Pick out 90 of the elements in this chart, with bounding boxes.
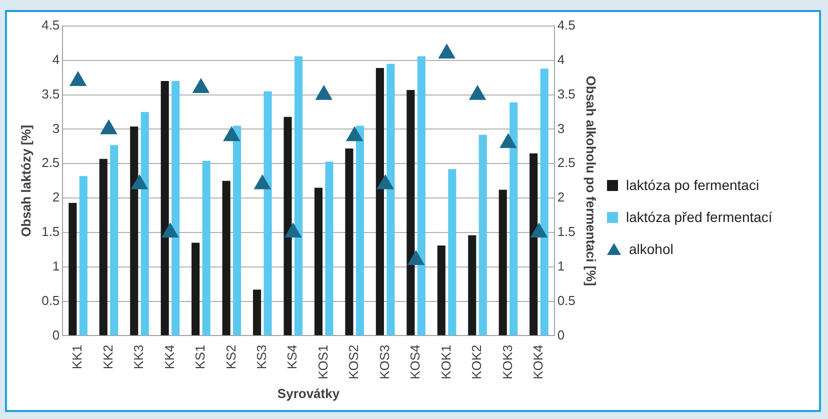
x-tick-label: KK2 <box>100 344 116 370</box>
point <box>162 222 179 238</box>
bar <box>376 68 384 336</box>
y-tick-label: 3 <box>52 120 60 136</box>
y2-tick-label: 4.5 <box>557 18 576 33</box>
y2-tick-label: 3 <box>557 120 565 136</box>
point <box>438 44 456 59</box>
point <box>408 250 424 266</box>
point <box>346 126 363 142</box>
x-tick-label: KS2 <box>223 344 238 370</box>
legend-label: laktóza po fermentaci <box>626 177 760 193</box>
x-tick-label: KS1 <box>192 344 208 370</box>
y-tick-label: 4.5 <box>42 18 60 33</box>
point <box>500 134 517 148</box>
x-tick-label: KS4 <box>284 344 300 370</box>
x-tick-label: KK1 <box>70 344 85 370</box>
point <box>192 78 210 93</box>
y2-axis-title: Obsah alkoholu po fermentaci [%] <box>584 76 599 286</box>
x-tick-label: KOS3 <box>376 344 392 380</box>
bar <box>478 134 487 336</box>
bar <box>325 162 334 336</box>
bar <box>140 112 149 336</box>
bar <box>530 153 538 336</box>
y-tick-label: 1.5 <box>42 224 60 240</box>
bar <box>68 202 77 336</box>
y2-tick-label: 1.5 <box>557 224 576 240</box>
bar <box>294 56 303 336</box>
y-tick-label: 0.5 <box>42 292 60 308</box>
legend-label: alkohol <box>629 241 674 257</box>
bar <box>448 169 456 336</box>
y-tick-label: 2.5 <box>42 155 60 170</box>
y-tick-label: 2 <box>52 190 60 205</box>
bar <box>130 126 138 336</box>
x-tick-label: KOS1 <box>315 344 330 380</box>
point <box>530 222 548 238</box>
point <box>70 72 86 86</box>
y2-tick-label: 2 <box>557 190 565 205</box>
y2-tick-label: 0 <box>557 327 565 342</box>
bar <box>314 188 323 336</box>
y-tick-label: 4 <box>52 52 60 67</box>
bar <box>284 116 292 336</box>
bar <box>345 148 354 336</box>
x-tick-label: KOK2 <box>469 344 484 380</box>
y-axis-title: Obsah laktózy [%] <box>18 124 34 237</box>
bar <box>468 235 476 336</box>
x-tick-label: KS3 <box>254 344 269 370</box>
y-tick-label: 3.5 <box>42 86 60 102</box>
x-tick-label: KOK3 <box>500 344 515 380</box>
bar <box>356 126 364 336</box>
x-tick-label: KOS4 <box>408 344 423 380</box>
bar <box>202 160 210 336</box>
bar <box>406 90 415 336</box>
point <box>377 174 394 190</box>
x-axis-title: Syrovátky <box>277 386 340 401</box>
bar <box>110 145 118 336</box>
bar <box>160 81 169 336</box>
x-tick-label: KK3 <box>131 344 146 370</box>
bar <box>222 180 230 336</box>
bar <box>172 81 180 336</box>
y2-tick-label: 3.5 <box>557 86 576 102</box>
bar <box>192 242 200 336</box>
x-tick-label: KK4 <box>162 344 177 370</box>
point <box>316 85 332 100</box>
point <box>469 85 486 100</box>
bar <box>264 91 272 336</box>
legend-label: laktóza před fermentací <box>626 209 772 225</box>
bar <box>540 68 548 336</box>
y2-tick-label: 4 <box>557 52 565 67</box>
point <box>100 120 118 134</box>
x-tick-label: KOK1 <box>438 344 454 380</box>
y-tick-label: 1 <box>52 258 60 274</box>
bar <box>417 56 426 336</box>
bar <box>386 64 395 336</box>
x-tick-label: KOS2 <box>346 344 362 380</box>
bar <box>79 176 88 336</box>
y2-tick-label: 0.5 <box>557 292 576 308</box>
bar <box>498 190 507 336</box>
y2-tick-label: 2.5 <box>557 155 576 170</box>
y-tick-label: 0 <box>52 327 60 342</box>
point <box>223 126 240 142</box>
bar <box>252 290 262 336</box>
bar <box>99 158 108 336</box>
point <box>284 222 302 238</box>
y2-tick-label: 1 <box>557 258 565 274</box>
point <box>254 174 271 190</box>
bar <box>510 102 518 336</box>
x-tick-label: KOK4 <box>530 344 546 380</box>
bar <box>233 126 242 336</box>
bar <box>437 246 446 336</box>
point <box>131 174 148 190</box>
